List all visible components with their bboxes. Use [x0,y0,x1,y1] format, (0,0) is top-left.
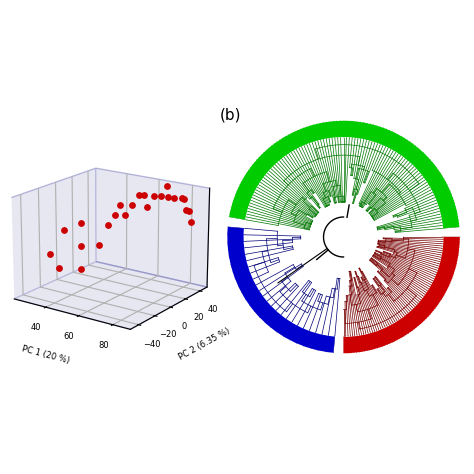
Text: (b): (b) [220,108,241,123]
Wedge shape [228,227,335,353]
Wedge shape [344,237,460,353]
Y-axis label: PC 2 (6.35 %): PC 2 (6.35 %) [177,326,232,362]
X-axis label: PC 1 (20 %): PC 1 (20 %) [21,345,71,366]
Wedge shape [229,121,459,228]
